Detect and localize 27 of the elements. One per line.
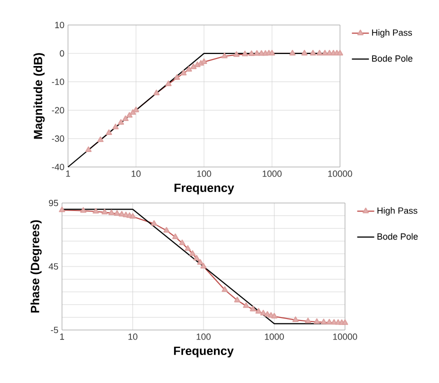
- y-tick-label: 0: [60, 50, 64, 57]
- x-axis-title: Frequency: [174, 184, 234, 194]
- x-tick-label: 10000: [328, 170, 352, 177]
- y-tick-label: 45: [48, 263, 58, 270]
- legend-label: Bode Pole: [378, 233, 418, 240]
- y-tick-label: -20: [52, 107, 64, 114]
- x-tick-label: 10: [132, 170, 141, 177]
- x-tick-label: 1000: [264, 334, 284, 340]
- y-tick-label: -5: [50, 326, 58, 334]
- legend-label: High Pass: [378, 207, 418, 216]
- y-tick-label: -30: [52, 135, 64, 142]
- y-tick-label: 95: [48, 200, 58, 206]
- x-tick-label: 1000: [262, 170, 282, 177]
- x-tick-label: 10000: [333, 334, 358, 340]
- y-tick-label: -10: [52, 78, 64, 85]
- x-tick-label: 10: [128, 334, 138, 340]
- y-axis-title: Magnitude (dB): [33, 53, 45, 139]
- x-tick-label: 1: [66, 170, 70, 177]
- y-tick-label: -40: [52, 164, 64, 170]
- x-tick-label: 100: [197, 170, 212, 177]
- legend-label: High Pass: [372, 29, 412, 38]
- x-tick-label: 100: [196, 334, 211, 340]
- legend-label: Bode Pole: [372, 55, 412, 62]
- x-tick-label: 1: [60, 334, 64, 340]
- y-tick-label: 10: [55, 22, 64, 28]
- x-axis-title: Frequency: [174, 346, 234, 358]
- y-axis-title: Phase (Degrees): [30, 220, 42, 313]
